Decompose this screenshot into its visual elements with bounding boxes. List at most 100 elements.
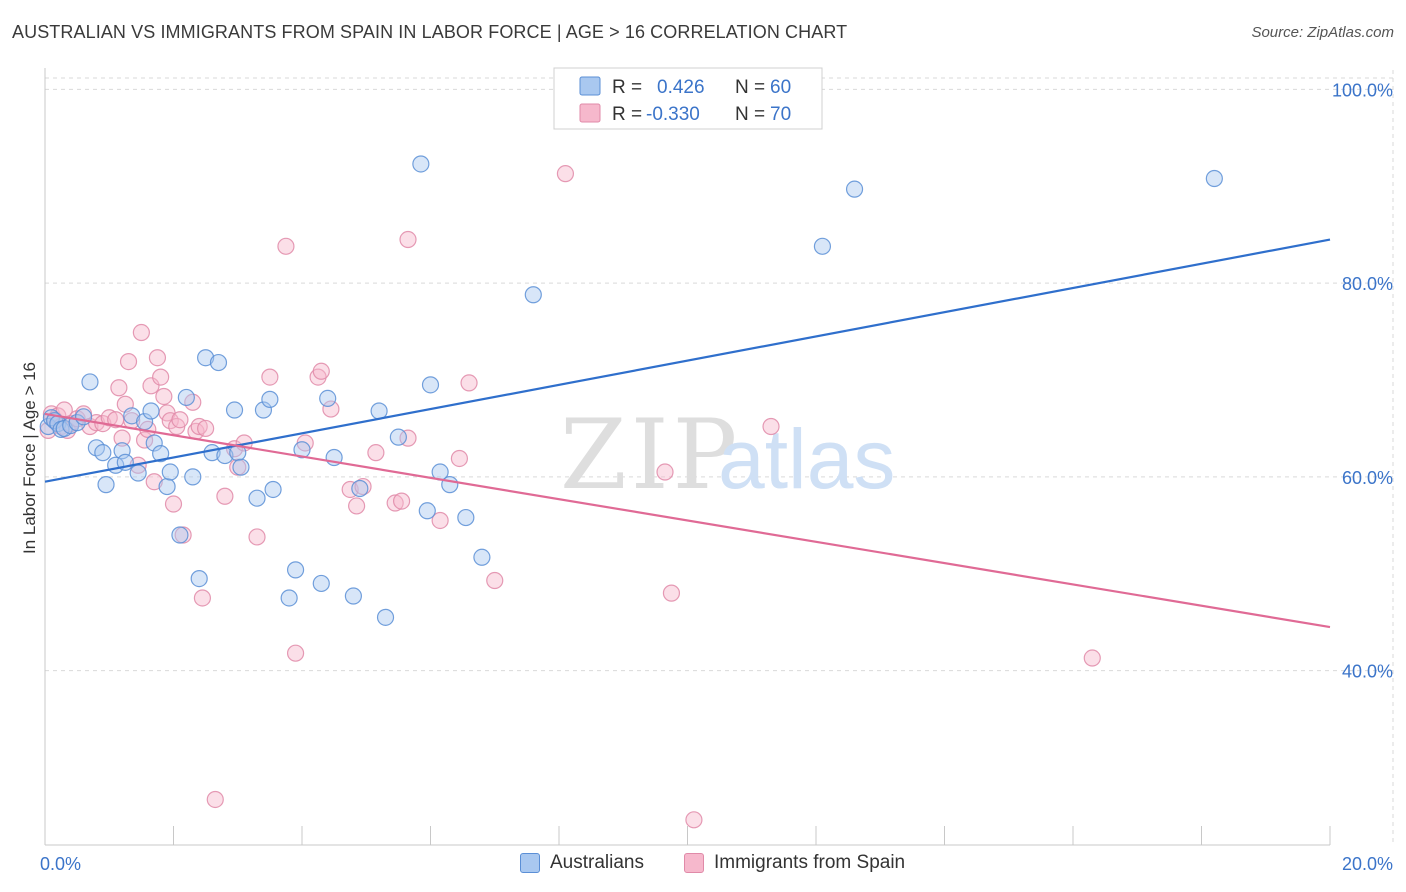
immigrants-from-spain-point-48 (286, 644, 305, 662)
australians-point-19 (142, 402, 160, 420)
legend-swatch-immigrants-from-spain (684, 853, 704, 873)
australians-point-55 (457, 508, 475, 527)
australians-point-45 (344, 587, 362, 605)
immigrants-from-spain-point-41 (216, 487, 234, 505)
legend-label-immigrants-from-spain: Immigrants from Spain (714, 852, 906, 873)
immigrants-from-spain-point-56 (367, 444, 385, 462)
australians-point-23 (161, 463, 179, 481)
immigrants-from-spain-point-67 (662, 584, 681, 602)
australians-point-25 (177, 388, 195, 407)
y-axis-label: In Labor Force | Age > 16 (20, 362, 39, 554)
immigrants-from-spain-point-66 (656, 463, 674, 481)
australians-point-36 (254, 401, 273, 419)
stats-n-value-1: 70 (770, 104, 791, 125)
immigrants-from-spain-point-51 (312, 362, 330, 380)
australians-point-30 (209, 353, 228, 372)
immigrants-from-spain-point-60 (399, 230, 417, 249)
australians-point-38 (264, 480, 282, 499)
immigrants-from-spain-point-18 (119, 352, 138, 371)
immigrants-from-spain-point-39 (197, 419, 215, 438)
stats-n-label-0: N = (735, 77, 765, 98)
australians-point-41 (293, 441, 311, 459)
immigrants-from-spain-point-47 (277, 237, 295, 255)
immigrants-from-spain-point-27 (152, 368, 170, 386)
australians-point-50 (412, 155, 430, 173)
immigrants-from-spain-point-37 (190, 417, 208, 436)
immigrants-from-spain-point-45 (248, 528, 266, 546)
watermark: ZIP atlas (560, 399, 895, 511)
australians-point-46 (351, 479, 369, 498)
australians-point-43 (319, 389, 337, 408)
series-australians (39, 155, 1223, 626)
australians-point-60 (1205, 169, 1223, 188)
australians-point-56 (473, 548, 491, 566)
australians-point-57 (524, 286, 542, 304)
immigrants-from-spain-point-64 (486, 571, 504, 590)
trend-line-australians (44, 238, 1331, 483)
immigrants-from-spain-point-69 (762, 417, 780, 436)
stats-legend: R = 0.426 N = 60 R = -0.330 N = 70 (553, 67, 823, 130)
immigrants-from-spain-point-21 (132, 323, 150, 342)
australians-point-49 (389, 428, 407, 446)
immigrants-from-spain-point-40 (206, 790, 224, 809)
australians-point-8 (74, 408, 93, 426)
stats-r-value-0: 0.426 (657, 77, 705, 98)
australians-point-39 (280, 589, 298, 607)
x-tick-label-1: 20.0% (1342, 854, 1393, 874)
immigrants-from-spain-point-33 (171, 411, 189, 429)
australians-point-28 (197, 349, 215, 367)
immigrants-from-spain-point-31 (164, 495, 183, 513)
immigrants-from-spain-point-65 (556, 165, 575, 183)
y-tick-label-1: 80.0% (1342, 274, 1393, 294)
stats-n-label-1: N = (735, 104, 765, 125)
stats-r-value-1: -0.330 (646, 104, 700, 125)
immigrants-from-spain-point-26 (148, 349, 167, 367)
watermark-atlas: atlas (718, 412, 895, 506)
immigrants-from-spain-point-46 (261, 368, 279, 386)
australians-point-48 (376, 608, 395, 626)
immigrants-from-spain-point-24 (142, 377, 160, 395)
stats-swatch-blue (579, 76, 601, 96)
australians-point-34 (232, 458, 250, 476)
immigrants-from-spain-point-58 (392, 492, 411, 510)
australians-point-26 (184, 468, 202, 486)
australians-point-20 (145, 434, 163, 452)
tick-labels: 100.0% 80.0% 60.0% 40.0% 0.0% 20.0% (40, 80, 1393, 874)
australians-point-42 (312, 574, 330, 593)
immigrants-from-spain-point-62 (450, 449, 469, 468)
australians-point-22 (158, 477, 176, 496)
australians-point-40 (286, 561, 305, 579)
immigrants-from-spain-point-22 (135, 431, 154, 449)
chart-title: AUSTRALIAN VS IMMIGRANTS FROM SPAIN IN L… (12, 22, 848, 42)
australians-point-37 (261, 390, 279, 408)
australians-point-32 (225, 401, 244, 419)
australians-point-21 (152, 445, 170, 463)
australians-point-35 (248, 489, 266, 507)
australians-point-59 (845, 180, 864, 198)
australians-point-9 (81, 373, 99, 391)
immigrants-from-spain-point-70 (1083, 649, 1101, 667)
trend-line-immigrants-from-spain (44, 412, 1331, 629)
australians-point-51 (418, 502, 436, 520)
immigrants-from-spain-point-61 (431, 511, 449, 530)
immigrants-from-spain-point-25 (145, 473, 163, 491)
immigrants-from-spain-point-68 (685, 811, 703, 829)
stats-r-label-0: R = (612, 77, 642, 98)
x-tick-label-0: 0.0% (40, 854, 81, 874)
immigrants-from-spain-point-57 (386, 494, 404, 512)
immigrants-from-spain-point-13 (100, 409, 118, 427)
axes (44, 68, 1331, 846)
australians-point-27 (190, 569, 208, 588)
stats-swatch-pink (579, 103, 601, 123)
immigrants-from-spain-point-15 (110, 379, 128, 397)
immigrants-from-spain-point-63 (460, 374, 478, 392)
immigrants-from-spain-point-38 (193, 589, 212, 607)
stats-r-label-1: R = (612, 104, 642, 125)
legend-swatch-australians (520, 853, 540, 873)
immigrants-from-spain-point-28 (155, 387, 173, 406)
immigrants-from-spain-point-54 (348, 497, 366, 515)
stats-n-value-0: 60 (770, 77, 791, 98)
y-tick-label-2: 60.0% (1342, 468, 1393, 488)
trend-lines (44, 238, 1331, 629)
